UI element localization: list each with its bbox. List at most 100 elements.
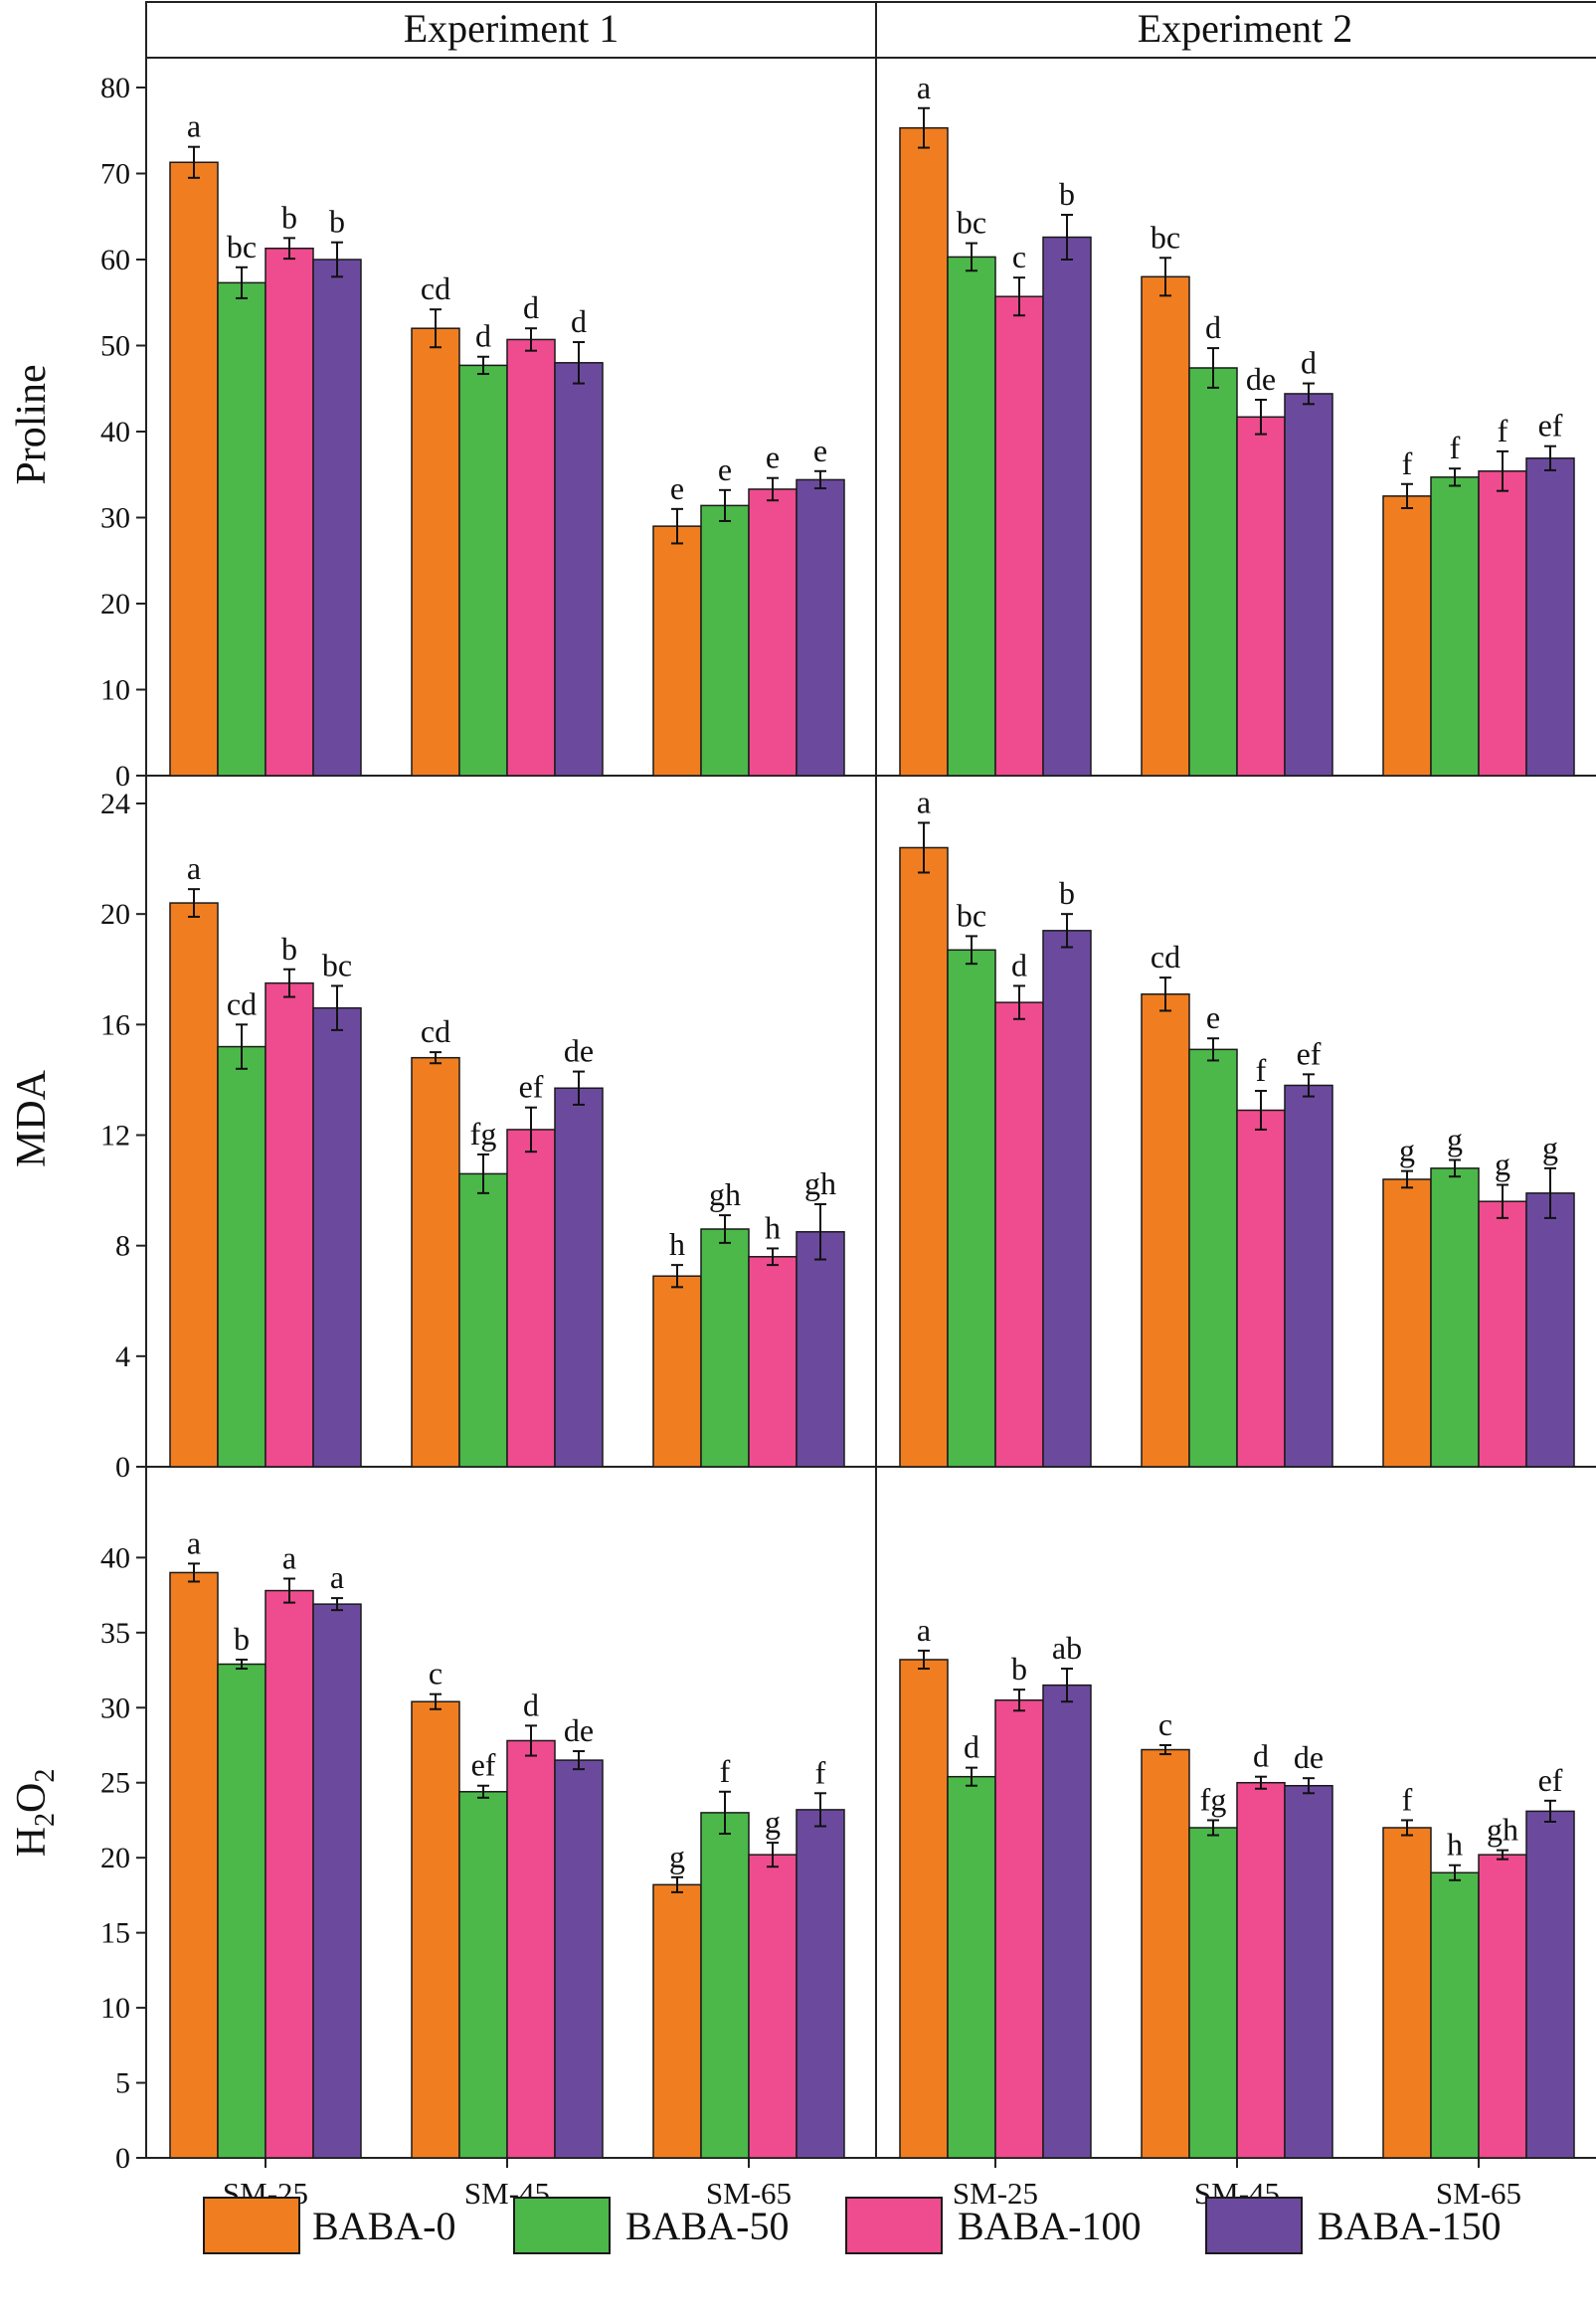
significance-letter: g — [1399, 1133, 1415, 1168]
bar-baba-0-sm-25 — [169, 902, 219, 1468]
significance-letter: h — [765, 1209, 781, 1245]
legend: BABA-0 BABA-50 BABA-100 BABA-150 — [203, 2197, 1501, 2254]
significance-letter: d — [523, 289, 539, 325]
y-tick-label: 0 — [115, 760, 130, 793]
significance-letter: b — [281, 931, 297, 967]
bar-baba-150-sm-25 — [312, 1006, 362, 1468]
legend-item-baba-150: BABA-150 — [1205, 2197, 1501, 2254]
bar-baba-50-sm-25 — [947, 1775, 996, 2159]
bar-baba-50-sm-65 — [1430, 1167, 1480, 1468]
bar-baba-50-sm-25 — [217, 1045, 266, 1468]
significance-letter: de — [564, 1033, 594, 1069]
significance-letter: cd — [227, 985, 257, 1021]
significance-letter: bc — [1151, 219, 1180, 255]
bar-baba-150-sm-45 — [1284, 1784, 1333, 2159]
significance-letter: b — [234, 1621, 250, 1657]
bar-baba-0-sm-65 — [652, 1883, 702, 2159]
y-axis-title-proline: Proline — [9, 364, 55, 484]
y-tick-label: 40 — [100, 1541, 130, 1574]
bar-baba-100-sm-65 — [1478, 1854, 1527, 2159]
bar-baba-50-sm-45 — [1188, 367, 1238, 777]
bar-baba-50-sm-25 — [947, 256, 996, 777]
panel-frames — [145, 1, 1596, 2159]
significance-letter: a — [917, 1612, 931, 1648]
row-h2o2: 0510152025303540SM-25abaaSM-45cefddeSM-6… — [100, 1524, 1575, 2211]
y-tick-label: 8 — [115, 1230, 130, 1263]
significance-letter: cd — [421, 1013, 450, 1049]
legend-swatch-baba-0 — [203, 2197, 300, 2254]
significance-letter: c — [1012, 239, 1026, 274]
bar-baba-0-sm-65 — [1382, 495, 1432, 777]
significance-letter: a — [330, 1559, 344, 1595]
significance-letter: e — [718, 451, 732, 487]
y-tick-label: 25 — [100, 1767, 130, 1800]
y-tick-label: 80 — [100, 72, 130, 104]
y-tick-label: 20 — [100, 1842, 130, 1874]
significance-letter: d — [1253, 1738, 1269, 1774]
bar-baba-100-sm-25 — [994, 295, 1044, 777]
significance-letter: d — [1205, 309, 1221, 345]
bar-baba-150-sm-25 — [312, 1603, 362, 2159]
significance-letter: a — [917, 784, 931, 819]
bar-baba-150-sm-45 — [554, 1087, 604, 1468]
significance-letter: d — [475, 318, 491, 354]
significance-letter: b — [1059, 176, 1075, 212]
significance-letter: e — [813, 433, 827, 468]
y-tick-label: 60 — [100, 244, 130, 276]
significance-letter: h — [1447, 1827, 1463, 1863]
significance-letter: bc — [957, 205, 986, 241]
y-tick-label: 4 — [115, 1340, 130, 1373]
y-axis-title-h2o2-sub2: 2 — [30, 1769, 61, 1783]
bar-baba-100-sm-45 — [506, 1129, 556, 1468]
bar-baba-0-sm-65 — [1382, 1827, 1432, 2159]
bar-baba-100-sm-45 — [1236, 1781, 1286, 2159]
significance-letter: f — [720, 1753, 731, 1789]
bar-baba-100-sm-65 — [1478, 1200, 1527, 1468]
bar-baba-100-sm-25 — [265, 1589, 314, 2159]
y-tick-label: 10 — [100, 1992, 130, 2025]
bar-baba-50-sm-65 — [700, 1228, 750, 1468]
x-tick-label-sm-25: SM-25 — [953, 2176, 1038, 2211]
y-tick-label: 35 — [100, 1617, 130, 1650]
legend-swatch-baba-100 — [845, 2197, 943, 2254]
significance-letter: gh — [709, 1176, 741, 1212]
significance-letter: ab — [1052, 1630, 1082, 1666]
bar-baba-100-sm-45 — [506, 338, 556, 777]
significance-letter: d — [523, 1687, 539, 1722]
bar-baba-150-sm-65 — [1525, 1810, 1575, 2159]
y-tick-label: 24 — [100, 788, 130, 820]
legend-swatch-baba-50 — [513, 2197, 611, 2254]
significance-letter: cd — [1151, 939, 1180, 975]
significance-letter: e — [670, 470, 684, 506]
y-axis-title-h2o2-h: H — [9, 1827, 55, 1857]
bar-baba-150-sm-45 — [554, 362, 604, 777]
bar-baba-150-sm-45 — [1284, 1084, 1333, 1468]
bar-baba-50-sm-45 — [458, 1172, 508, 1468]
bar-baba-100-sm-25 — [265, 981, 314, 1468]
significance-letter: bc — [227, 229, 257, 265]
significance-letter: ef — [519, 1069, 544, 1105]
bar-baba-150-sm-65 — [796, 1231, 845, 1468]
significance-letter: ef — [1538, 408, 1563, 444]
bar-baba-150-sm-25 — [312, 259, 362, 777]
bar-baba-100-sm-65 — [748, 1854, 798, 2159]
significance-letter: c — [1158, 1706, 1172, 1742]
significance-letter: b — [329, 204, 345, 240]
significance-letter: a — [187, 1524, 201, 1560]
significance-letter: fg — [470, 1116, 497, 1152]
significance-letter: e — [766, 440, 780, 475]
legend-item-baba-100: BABA-100 — [845, 2197, 1141, 2254]
legend-label-baba-150: BABA-150 — [1318, 2204, 1501, 2248]
figure-border — [145, 1, 1596, 2159]
bar-baba-50-sm-65 — [700, 1812, 750, 2159]
significance-letter: g — [1542, 1130, 1558, 1165]
bar-baba-0-sm-25 — [899, 1659, 949, 2159]
significance-letter: gh — [804, 1165, 836, 1201]
significance-letter: d — [1011, 947, 1027, 982]
bar-baba-50-sm-65 — [700, 504, 750, 777]
legend-item-baba-0: BABA-0 — [203, 2197, 455, 2254]
